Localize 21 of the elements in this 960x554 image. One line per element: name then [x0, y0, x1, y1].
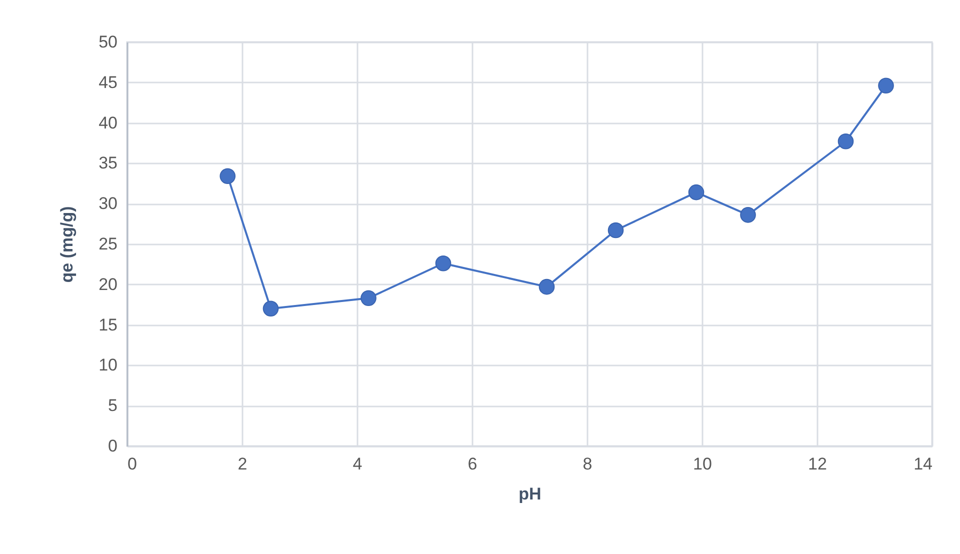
x-tick-label: 12	[808, 454, 827, 474]
y-axis-title: qe (mg/g)	[58, 206, 77, 283]
y-tick-label: 20	[98, 274, 118, 294]
y-tick-label: 15	[98, 315, 118, 334]
x-tick-label: 2	[238, 454, 248, 474]
x-tick-label: 14	[914, 454, 932, 474]
x-tick-label: 0	[128, 454, 137, 474]
y-tick-label: 25	[98, 234, 118, 254]
x-tick-label: 10	[693, 454, 712, 474]
y-tick-label: 10	[98, 356, 118, 375]
x-tick-label: 6	[468, 454, 478, 474]
x-tick-label: 4	[352, 454, 362, 474]
x-axis-title: pH	[518, 484, 542, 504]
x-tick-label: 8	[582, 454, 592, 474]
y-tick-label: 45	[98, 72, 118, 92]
y-tick-label: 5	[108, 396, 118, 416]
y-tick-label: 50	[98, 32, 118, 52]
y-tick-label: 0	[108, 436, 118, 456]
y-tick-label: 30	[98, 194, 118, 214]
y-tick-label: 40	[98, 113, 118, 132]
y-tick-label: 35	[98, 154, 118, 173]
